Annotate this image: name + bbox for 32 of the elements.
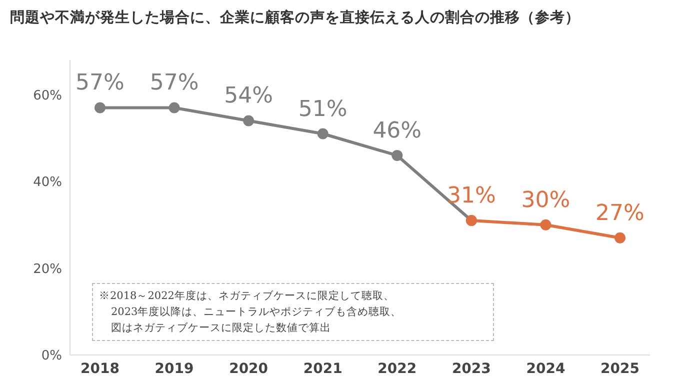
x-tick-label: 2021 (303, 360, 342, 377)
annotation: 図はネガティブケースに限定した数値で算出 (110, 321, 332, 336)
point (392, 150, 403, 161)
point (317, 128, 328, 140)
y-tick-label: 60% (33, 88, 62, 104)
y-tick-label: 20% (33, 262, 62, 277)
note-frame: ※2018～2022年度は、ネガティブケースに限定して聴取、 2023年度以降は、ニュートラルやポジティブも含め聴取、 図はネガティブケースに限定した数値で算出 (92, 283, 494, 341)
x-tick-label: 2022 (378, 360, 417, 377)
x-tick-label: 2025 (600, 360, 640, 377)
x-tick-label: 2023 (452, 360, 491, 377)
x-tick-label: 2024 (526, 360, 566, 377)
y-tick-label: 0% (41, 348, 62, 364)
annotation: ※2018～2022年度は、ネガティブケースに限定して聴取、 (99, 289, 396, 304)
data-label: 51% (298, 96, 348, 122)
data-label: 27% (596, 200, 644, 226)
data-label: 54% (224, 84, 274, 109)
point (540, 219, 552, 230)
data-label: 30% (521, 188, 570, 213)
data-label: 57% (76, 70, 124, 96)
point (94, 102, 106, 114)
y-tick-label: 40% (33, 175, 62, 190)
data-label: 31% (446, 184, 496, 209)
data-label: 46% (372, 118, 422, 144)
x-tick-label: 2019 (154, 360, 194, 377)
x-tick-label: 2020 (229, 360, 268, 377)
chart-title: 問題や不満が発生した場合に、企業に顧客の声を直接伝える人の割合の推移（参考） (10, 8, 580, 27)
point (168, 102, 180, 114)
x-tick-label: 2018 (80, 360, 120, 377)
data-label: 57% (150, 70, 199, 96)
annotation: 2023年度以降は、ニュートラルやポジティブも含め聴取、 (110, 305, 403, 320)
point (614, 232, 626, 244)
point (243, 115, 254, 126)
